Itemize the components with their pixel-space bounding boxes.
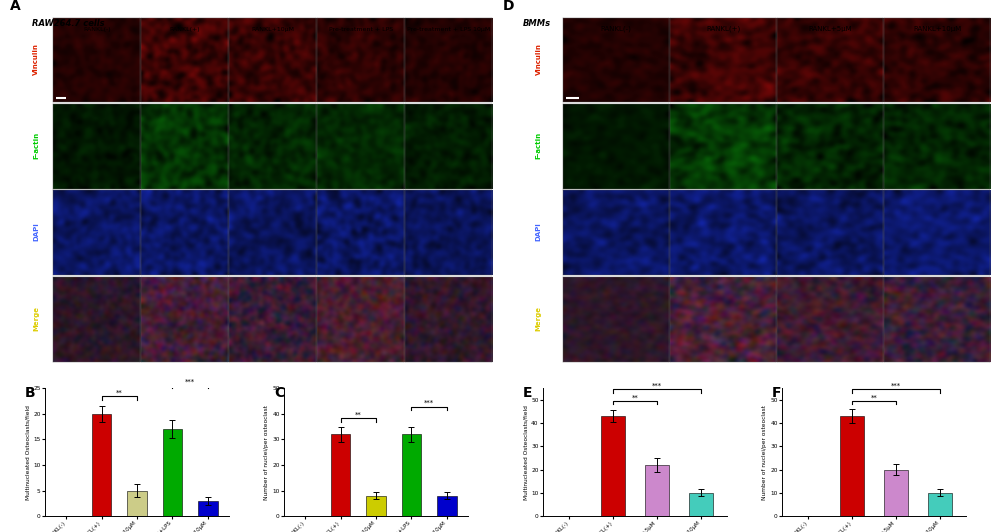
Y-axis label: Number of nuclei/per osteoclast: Number of nuclei/per osteoclast bbox=[762, 405, 767, 500]
Y-axis label: Number of nuclei/per osteoclast: Number of nuclei/per osteoclast bbox=[264, 405, 269, 500]
Bar bbox=[331, 434, 351, 516]
Bar bbox=[927, 493, 952, 516]
Text: ***: *** bbox=[890, 383, 901, 389]
Text: DAPI: DAPI bbox=[34, 223, 40, 242]
Bar bbox=[367, 496, 385, 516]
Y-axis label: Multinucleated Osteoclasts/field: Multinucleated Osteoclasts/field bbox=[25, 405, 30, 500]
Text: Vinculin: Vinculin bbox=[536, 43, 542, 75]
Text: ***: *** bbox=[424, 400, 434, 406]
Bar bbox=[601, 416, 625, 516]
Bar bbox=[437, 496, 456, 516]
Text: RANKL(-): RANKL(-) bbox=[83, 27, 111, 32]
Text: RAW264.7 cells: RAW264.7 cells bbox=[32, 19, 105, 28]
Text: **: ** bbox=[116, 390, 123, 396]
Text: **: ** bbox=[355, 412, 362, 418]
Text: A: A bbox=[10, 0, 21, 13]
Text: RANKL(+): RANKL(+) bbox=[706, 26, 740, 32]
Text: F: F bbox=[772, 386, 782, 400]
Text: RANKL(-): RANKL(-) bbox=[601, 26, 631, 32]
Text: Pre-treatment + LPS: Pre-treatment + LPS bbox=[329, 27, 393, 32]
Bar bbox=[883, 470, 908, 516]
Bar bbox=[162, 429, 182, 516]
Bar bbox=[688, 493, 713, 516]
Text: DAPI: DAPI bbox=[536, 223, 542, 242]
Text: RANKL+10μM: RANKL+10μM bbox=[251, 27, 295, 32]
Bar bbox=[840, 416, 865, 516]
Text: Merge: Merge bbox=[536, 306, 542, 331]
Y-axis label: Multinucleated Osteoclasts/field: Multinucleated Osteoclasts/field bbox=[523, 405, 528, 500]
Text: RANKL(+): RANKL(+) bbox=[169, 27, 200, 32]
Text: BMMs: BMMs bbox=[523, 19, 551, 28]
Text: E: E bbox=[523, 386, 533, 400]
Text: B: B bbox=[25, 386, 36, 400]
Text: RANKL+10μM: RANKL+10μM bbox=[913, 26, 961, 32]
Text: F-actin: F-actin bbox=[34, 132, 40, 159]
Text: ***: *** bbox=[185, 378, 195, 384]
Text: **: ** bbox=[631, 394, 638, 400]
Text: Merge: Merge bbox=[34, 306, 40, 331]
Text: **: ** bbox=[871, 394, 877, 400]
Text: RANKL+5μM: RANKL+5μM bbox=[809, 26, 853, 32]
Text: Pre-treatment + LPS 10μM: Pre-treatment + LPS 10μM bbox=[407, 27, 491, 32]
Bar bbox=[644, 465, 669, 516]
Text: D: D bbox=[503, 0, 515, 13]
Text: ***: *** bbox=[651, 383, 662, 389]
Text: F-actin: F-actin bbox=[536, 132, 542, 159]
Bar bbox=[198, 501, 217, 516]
Bar bbox=[401, 434, 421, 516]
Text: C: C bbox=[274, 386, 284, 400]
Bar bbox=[127, 491, 146, 516]
Bar bbox=[92, 414, 112, 516]
Text: Vinculin: Vinculin bbox=[34, 43, 40, 75]
